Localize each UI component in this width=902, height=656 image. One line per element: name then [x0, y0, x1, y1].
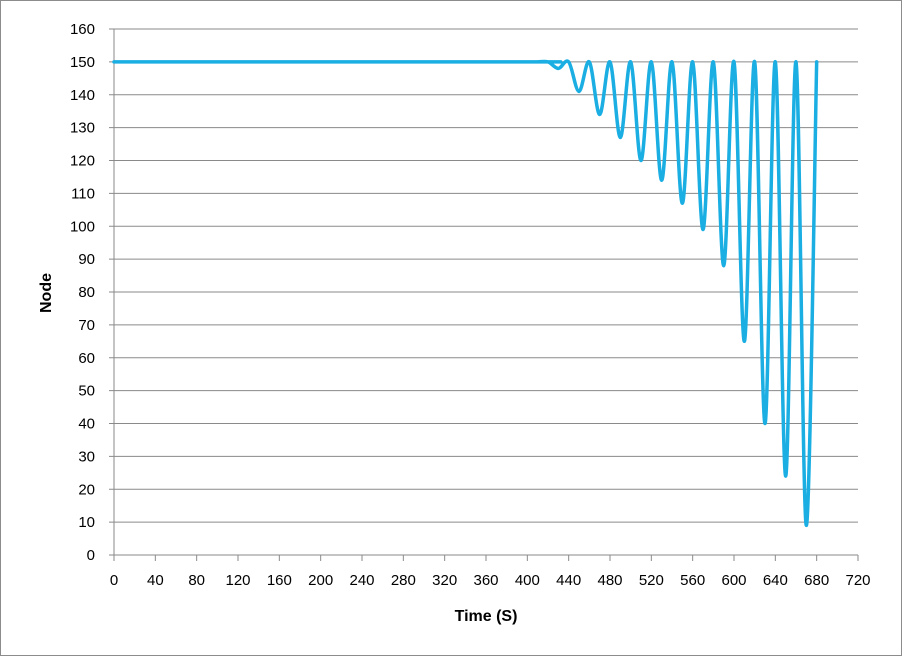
x-tick-label: 520: [639, 572, 664, 589]
data-point: [567, 60, 571, 64]
x-tick-label: 480: [597, 572, 622, 589]
x-tick-label: 240: [349, 572, 374, 589]
data-point: [629, 60, 633, 64]
data-point: [112, 60, 116, 64]
y-tick-label: 20: [78, 481, 95, 498]
x-tick-label: 560: [680, 572, 705, 589]
y-tick-label: 90: [78, 251, 95, 268]
x-tick-label: 280: [391, 572, 416, 589]
data-point: [546, 60, 550, 64]
data-point: [722, 264, 726, 268]
y-tick-label: 40: [78, 416, 95, 433]
y-tick-label: 100: [70, 218, 95, 235]
y-tick-label: 110: [71, 185, 95, 202]
data-point: [556, 66, 560, 70]
y-tick-label: 160: [70, 21, 95, 38]
y-tick-label: 50: [78, 383, 95, 400]
x-tick-label: 400: [515, 572, 540, 589]
series-line-0: [112, 59, 819, 528]
x-tick-label: 640: [763, 572, 788, 589]
y-axis-title: Node: [38, 273, 55, 313]
data-point: [732, 60, 736, 64]
data-point: [649, 60, 653, 64]
x-tick-label: 80: [188, 572, 205, 589]
x-axis-title: Time (S): [455, 608, 518, 625]
y-tick-label: 150: [70, 54, 95, 71]
x-tick-label: 360: [473, 572, 498, 589]
y-tick-label: 30: [78, 448, 95, 465]
y-tick-label: 70: [78, 317, 95, 334]
data-point: [742, 339, 746, 343]
data-point: [618, 135, 622, 139]
y-tick-label: 60: [78, 350, 95, 367]
data-point: [680, 201, 684, 205]
x-tick-label: 720: [845, 572, 870, 589]
data-point: [660, 178, 664, 182]
data-point: [691, 60, 695, 64]
data-point: [784, 474, 788, 478]
x-tick-label: 120: [225, 572, 250, 589]
data-point: [815, 60, 819, 64]
x-tick-label: 600: [721, 572, 746, 589]
y-tick-label: 0: [87, 547, 95, 564]
y-tick-label: 130: [70, 120, 95, 137]
y-tick-labels: 0 10 20 30 40 50 60 70 80 90 100 110 120 130 140 150 160: [70, 21, 95, 564]
data-point: [701, 228, 705, 232]
y-tick-label: 80: [78, 284, 95, 301]
data-point: [711, 60, 715, 64]
x-tick-label: 680: [804, 572, 829, 589]
x-tick-label: 320: [432, 572, 457, 589]
axes: [109, 28, 859, 561]
data-point: [577, 89, 581, 93]
x-tick-label: 0: [110, 572, 118, 589]
x-tick-label: 200: [308, 572, 333, 589]
x-tick-labels: 0 40 80 120 160 200 240 280 320 360 400 440 480 520 56…: [110, 572, 871, 589]
data-point: [763, 422, 767, 425]
data-point: [670, 60, 674, 64]
data-point: [804, 523, 808, 527]
data-point: [598, 112, 602, 116]
y-tick-label: 140: [70, 87, 95, 104]
data-point: [587, 60, 591, 64]
data-point: [608, 60, 612, 64]
data-point: [536, 60, 540, 64]
data-point: [753, 60, 757, 64]
data-point: [794, 60, 798, 64]
x-tick-label: 440: [556, 572, 581, 589]
x-tick-label: 160: [267, 572, 292, 589]
data-point: [773, 60, 777, 64]
data-point: [525, 60, 529, 64]
grid-lines: [114, 28, 858, 523]
y-tick-label: 10: [78, 514, 95, 531]
x-tick-label: 40: [147, 572, 164, 589]
data-point: [639, 159, 643, 162]
y-tick-label: 120: [70, 153, 95, 170]
series-group: [112, 59, 819, 528]
